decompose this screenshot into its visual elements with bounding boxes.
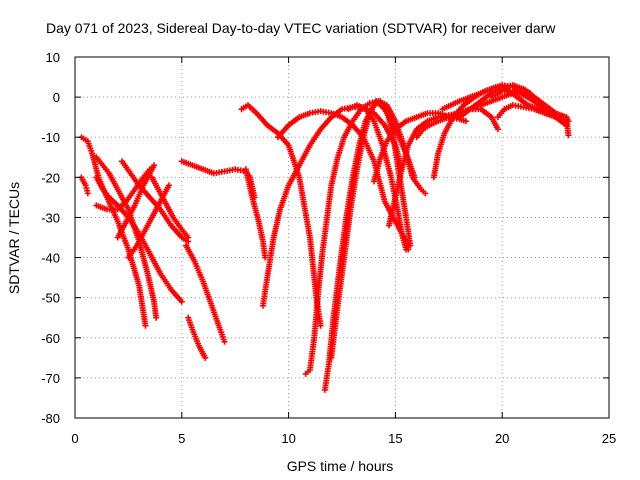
data-point-marker bbox=[262, 254, 269, 261]
data-point-marker bbox=[84, 190, 91, 197]
x-tick-label: 0 bbox=[71, 431, 78, 446]
series-arc-8 bbox=[118, 158, 192, 245]
y-tick-label: -60 bbox=[41, 331, 60, 346]
y-tick-label: 0 bbox=[53, 90, 60, 105]
data-point-marker bbox=[221, 338, 228, 345]
data-point-marker bbox=[142, 322, 149, 329]
data-markers bbox=[78, 82, 572, 393]
data-point-marker bbox=[178, 298, 185, 305]
series-arc-14 bbox=[242, 166, 269, 261]
data-point-marker bbox=[153, 314, 160, 321]
y-tick-label: -20 bbox=[41, 170, 60, 185]
y-tick-label: -10 bbox=[41, 130, 60, 145]
data-point-marker bbox=[165, 182, 172, 189]
series-arc-29 bbox=[488, 88, 570, 129]
series-arc-9 bbox=[148, 174, 192, 241]
y-tick-label: 10 bbox=[46, 50, 60, 65]
series-arc-4 bbox=[93, 174, 185, 305]
data-point-marker bbox=[494, 126, 501, 133]
axis-ticks: 0 5 10 15 20 25 10 0 -10 -20 -30 -40 -50 -60 -70 -80 bbox=[41, 50, 616, 446]
y-tick-label: -30 bbox=[41, 210, 60, 225]
y-tick-label: -70 bbox=[41, 371, 60, 386]
y-tick-label: -50 bbox=[41, 291, 60, 306]
x-tick-label: 5 bbox=[178, 431, 185, 446]
data-point-marker bbox=[317, 322, 324, 329]
series-arc-21 bbox=[371, 110, 469, 185]
x-tick-label: 15 bbox=[388, 431, 402, 446]
data-point-marker bbox=[462, 118, 469, 125]
chart-title: Day 071 of 2023, Sidereal Day-to-day VTE… bbox=[46, 20, 556, 36]
series-arc-10 bbox=[183, 242, 228, 345]
series-arc-13 bbox=[238, 102, 324, 329]
y-axis-label: SDTVAR / TECUs bbox=[6, 182, 22, 294]
data-point-marker bbox=[403, 246, 410, 253]
x-tick-label: 25 bbox=[602, 431, 616, 446]
data-point-marker bbox=[422, 190, 429, 197]
series-arc-6 bbox=[114, 162, 158, 241]
data-point-marker bbox=[563, 122, 570, 129]
x-axis-label: GPS time / hours bbox=[287, 458, 394, 474]
data-point-marker bbox=[202, 354, 209, 361]
y-tick-label: -80 bbox=[41, 411, 60, 426]
series-arc-19 bbox=[328, 98, 418, 361]
data-point-marker bbox=[185, 234, 192, 241]
x-tick-label: 10 bbox=[281, 431, 295, 446]
data-point-marker bbox=[407, 242, 414, 249]
x-tick-label: 20 bbox=[495, 431, 509, 446]
data-point-marker bbox=[151, 162, 158, 169]
series-arc-11 bbox=[185, 314, 209, 361]
y-tick-label: -40 bbox=[41, 251, 60, 266]
data-point-marker bbox=[411, 174, 418, 181]
data-point-marker bbox=[565, 132, 572, 139]
plot-frame bbox=[74, 56, 610, 419]
